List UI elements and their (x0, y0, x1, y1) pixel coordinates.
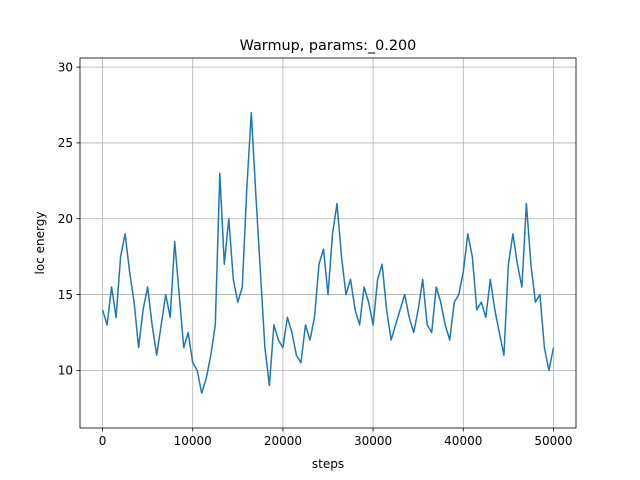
x-tick-label: 0 (99, 434, 107, 448)
y-tick-label: 10 (58, 364, 73, 378)
series-layer (101, 111, 555, 394)
x-axis-label: steps (312, 457, 344, 471)
y-tick-label: 15 (58, 288, 73, 302)
plot-frame (79, 57, 577, 429)
x-tick-label: 30000 (354, 434, 392, 448)
x-axis: 0 10000 20000 30000 40000 50000 (99, 428, 573, 448)
plot-area (80, 58, 576, 428)
x-tick-label: 40000 (444, 434, 482, 448)
y-tick-label: 25 (58, 136, 73, 150)
y-axis: 10 15 20 25 30 (58, 60, 80, 378)
y-axis-label: loc energy (33, 212, 47, 275)
x-tick-label: 10000 (174, 434, 212, 448)
series-line (101, 111, 555, 394)
y-tick-label: 20 (58, 212, 73, 226)
grid (80, 58, 576, 428)
y-tick-label: 30 (58, 60, 73, 74)
chart-title: Warmup, params:_0.200 (240, 38, 417, 54)
x-tick-label: 50000 (534, 434, 572, 448)
x-tick-label: 20000 (264, 434, 302, 448)
